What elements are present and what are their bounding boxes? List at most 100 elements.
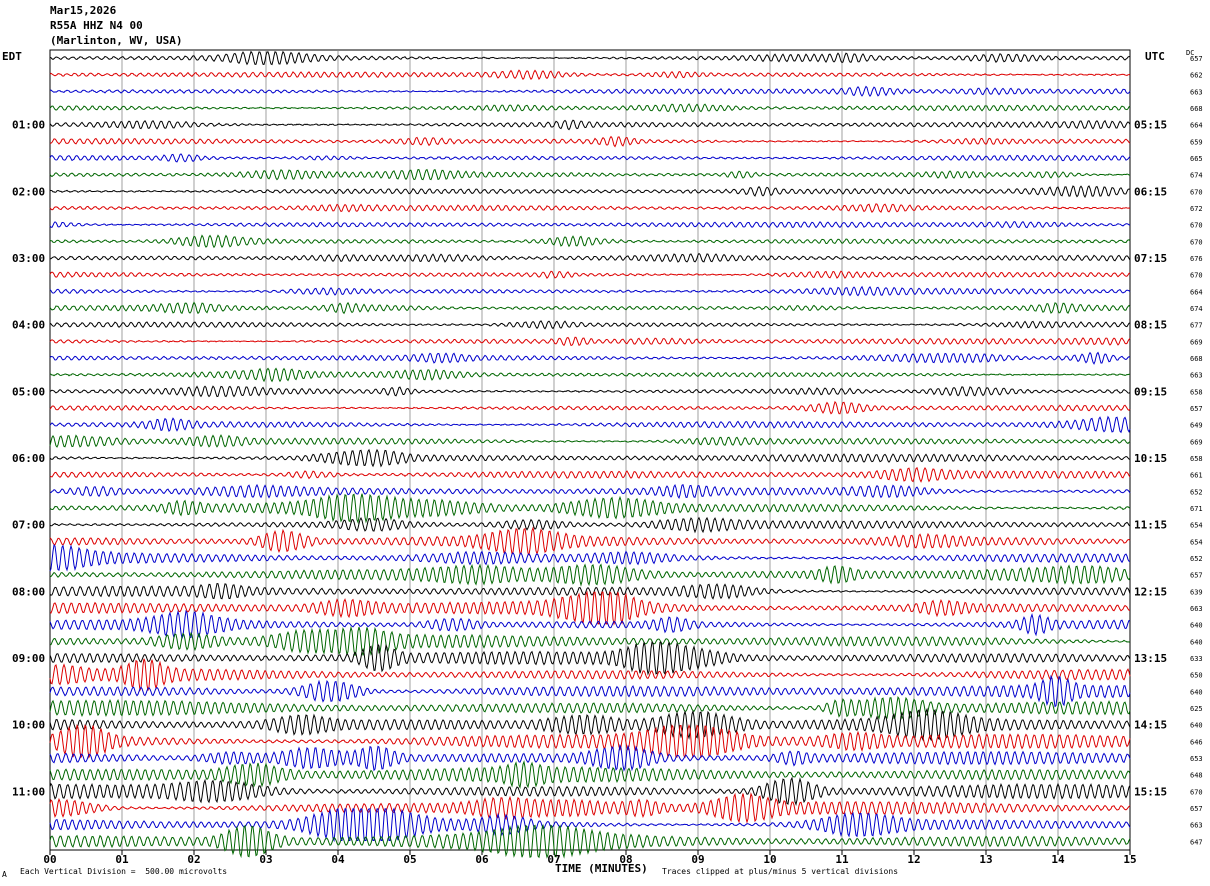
trace-row xyxy=(49,85,1131,98)
dc-value-label: 654 xyxy=(1190,538,1203,546)
trace-row xyxy=(49,526,1131,556)
dc-value-label: 670 xyxy=(1190,272,1203,280)
trace-row xyxy=(49,696,1131,720)
right-timezone-label: UTC xyxy=(1145,50,1165,63)
left-hour-label: 05:00 xyxy=(12,385,45,398)
dc-value-label: 658 xyxy=(1190,455,1203,463)
dc-value-label: 652 xyxy=(1190,488,1203,496)
dc-value-label: 670 xyxy=(1190,188,1203,196)
dc-value-label: 674 xyxy=(1190,305,1203,313)
dc-value-label: 640 xyxy=(1190,622,1203,630)
dc-value-label: 664 xyxy=(1190,288,1203,296)
right-hour-label: 09:15 xyxy=(1134,385,1167,398)
left-hour-label: 09:00 xyxy=(12,652,45,665)
trace-row xyxy=(49,270,1131,279)
dc-value-label: 677 xyxy=(1190,322,1203,330)
trace-row xyxy=(49,103,1131,113)
x-tick-label: 10 xyxy=(763,853,776,866)
trace-row xyxy=(49,367,1131,383)
trace-row xyxy=(49,320,1131,330)
trace-row xyxy=(49,516,1131,534)
dc-value-label: 640 xyxy=(1190,722,1203,730)
x-tick-label: 12 xyxy=(907,853,920,866)
left-hour-label: 04:00 xyxy=(12,319,45,332)
dc-value-label: 672 xyxy=(1190,205,1203,213)
dc-value-label: 650 xyxy=(1190,672,1203,680)
trace-row xyxy=(49,400,1131,415)
right-hour-label: 11:15 xyxy=(1134,519,1167,532)
trace-row xyxy=(49,590,1131,626)
scale-note: Each Vertical Division = 500.00 microvol… xyxy=(20,867,228,876)
dc-value-label: 659 xyxy=(1190,138,1203,146)
x-tick-label: 09 xyxy=(691,853,704,866)
trace-row xyxy=(49,823,1131,859)
header-location: (Marlinton, WV, USA) xyxy=(50,34,183,47)
dc-value-label: 661 xyxy=(1190,472,1203,480)
x-tick-label: 08 xyxy=(619,853,632,866)
dc-value-label: 670 xyxy=(1190,238,1203,246)
dc-value-label: 657 xyxy=(1190,55,1203,63)
dc-value-label: 658 xyxy=(1190,388,1203,396)
dc-value-label: 657 xyxy=(1190,572,1203,580)
dc-value-label: 671 xyxy=(1190,505,1203,513)
right-hour-label: 10:15 xyxy=(1134,452,1167,465)
dc-value-label: 625 xyxy=(1190,705,1203,713)
dc-value-label: 647 xyxy=(1190,838,1203,846)
left-hour-label: 06:00 xyxy=(12,452,45,465)
left-hour-label: 01:00 xyxy=(12,119,45,132)
x-tick-label: 00 xyxy=(43,853,56,866)
left-hour-label: 02:00 xyxy=(12,185,45,198)
right-hour-label: 15:15 xyxy=(1134,785,1167,798)
dc-value-label: 649 xyxy=(1190,422,1203,430)
dc-value-label: 633 xyxy=(1190,655,1203,663)
header-station: R55A HHZ N4 00 xyxy=(50,19,143,32)
dc-value-label: 640 xyxy=(1190,638,1203,646)
left-hour-label: 07:00 xyxy=(12,519,45,532)
dc-value-label: 663 xyxy=(1190,372,1203,380)
trace-row xyxy=(49,69,1131,81)
right-hour-label: 06:15 xyxy=(1134,185,1167,198)
trace-row xyxy=(49,415,1131,434)
dc-value-label: 648 xyxy=(1190,772,1203,780)
dc-value-label: 652 xyxy=(1190,555,1203,563)
dc-value-label: 640 xyxy=(1190,688,1203,696)
trace-row xyxy=(49,723,1131,759)
trace-row xyxy=(49,220,1131,229)
x-tick-label: 03 xyxy=(259,853,272,866)
left-hour-label: 11:00 xyxy=(12,785,45,798)
trace-row xyxy=(49,119,1131,131)
trace-row xyxy=(49,807,1131,843)
clip-note: Traces clipped at plus/minus 5 vertical … xyxy=(662,867,899,876)
trace-row xyxy=(49,168,1131,181)
right-hour-label: 12:15 xyxy=(1134,585,1167,598)
x-tick-label: 06 xyxy=(475,853,489,866)
x-tick-label: 04 xyxy=(331,853,345,866)
trace-row xyxy=(49,203,1131,213)
trace-row xyxy=(49,563,1131,587)
trace-row xyxy=(49,301,1131,315)
trace-row xyxy=(49,583,1131,600)
trace-row xyxy=(49,234,1131,249)
trace-row xyxy=(49,776,1131,806)
dc-value-label: 664 xyxy=(1190,122,1203,130)
right-hour-label: 08:15 xyxy=(1134,319,1167,332)
x-axis-title: TIME (MINUTES) xyxy=(555,862,648,875)
left-hour-label: 03:00 xyxy=(12,252,45,265)
x-tick-label: 11 xyxy=(835,853,849,866)
dc-value-label: 670 xyxy=(1190,788,1203,796)
right-hour-label: 13:15 xyxy=(1134,652,1167,665)
dc-value-label: 670 xyxy=(1190,222,1203,230)
dc-value-label: 662 xyxy=(1190,72,1203,80)
trace-row xyxy=(49,385,1131,398)
trace-row xyxy=(49,466,1131,483)
plot-frame xyxy=(49,49,1131,851)
dc-value-label: 669 xyxy=(1190,438,1203,446)
right-hour-label: 07:15 xyxy=(1134,252,1167,265)
trace-row xyxy=(49,252,1131,263)
right-hour-label: 05:15 xyxy=(1134,119,1167,132)
x-tick-label: 13 xyxy=(979,853,992,866)
x-tick-label: 14 xyxy=(1051,853,1065,866)
corner-mark: A xyxy=(2,870,7,879)
dc-value-label: 663 xyxy=(1190,88,1203,96)
